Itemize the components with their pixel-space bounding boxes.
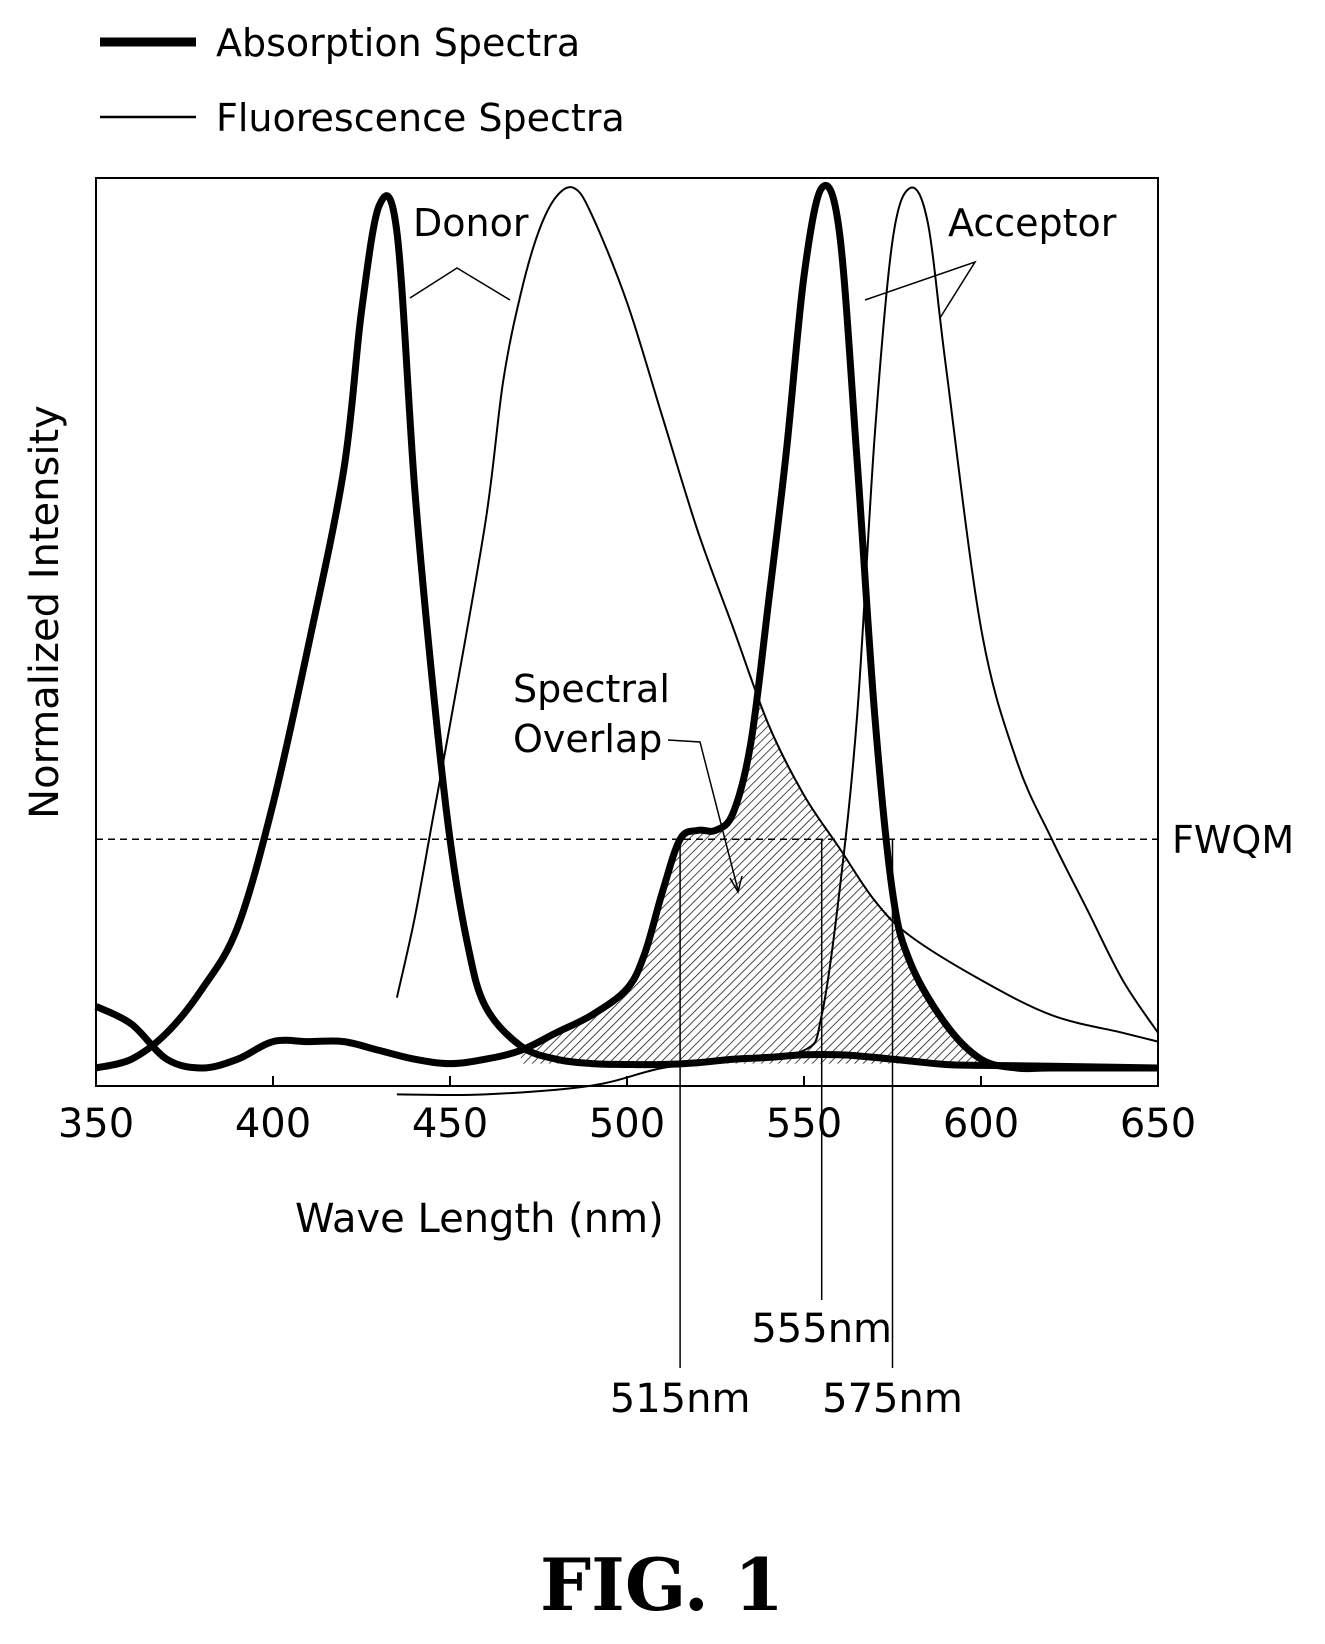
x-tick-label: 350 <box>58 1101 134 1147</box>
x-tick-label: 600 <box>943 1101 1019 1147</box>
donor-fluorescence-curve <box>395 186 1159 1043</box>
x-axis-ticks: 350 400 450 500 550 600 650 <box>58 1076 1196 1147</box>
legend-absorption-label: Absorption Spectra <box>216 21 580 65</box>
x-axis-title: Wave Length (nm) <box>295 1196 664 1242</box>
marker-label-555: 555nm <box>751 1306 892 1352</box>
donor-label: Donor <box>413 201 529 245</box>
x-tick-label: 550 <box>766 1101 842 1147</box>
acceptor-leader <box>864 260 977 319</box>
plot-frame <box>95 177 1159 1087</box>
x-tick-label: 400 <box>235 1101 311 1147</box>
x-tick-label: 650 <box>1120 1101 1196 1147</box>
marker-label-515: 515nm <box>610 1376 751 1422</box>
marker-label-575: 575nm <box>822 1376 963 1422</box>
acceptor-absorption-curve <box>94 181 1158 1073</box>
overlap-label-line2: Overlap <box>513 717 662 761</box>
fwqm-label: FWQM <box>1172 818 1294 862</box>
x-tick-label: 450 <box>412 1101 488 1147</box>
donor-leader <box>409 267 511 301</box>
y-axis-title: Normalized Intensity <box>22 405 68 819</box>
legend-fluorescence-label: Fluorescence Spectra <box>216 96 625 140</box>
donor-absorption-curve <box>95 192 1159 1072</box>
legend: Absorption Spectra Fluorescence Spectra <box>100 21 625 140</box>
figure-label: FIG. 1 <box>540 1542 784 1627</box>
overlap-leader <box>667 739 743 894</box>
x-tick-label: 500 <box>589 1101 665 1147</box>
overlap-label-line1: Spectral <box>513 667 670 711</box>
acceptor-label: Acceptor <box>948 201 1117 245</box>
